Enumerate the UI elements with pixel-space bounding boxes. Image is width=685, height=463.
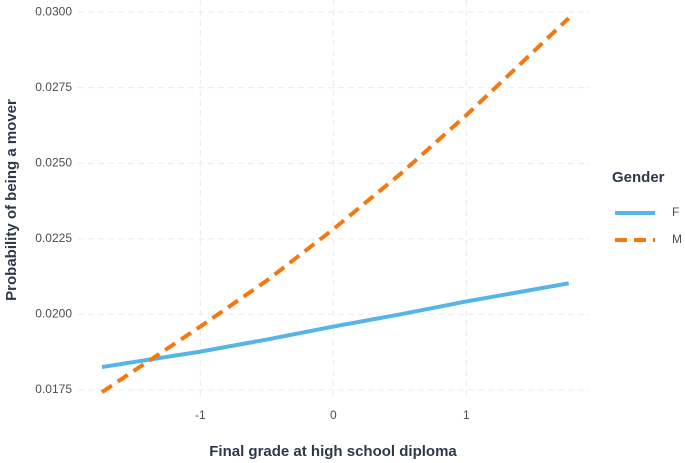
data-line: [101, 281, 570, 370]
y-tick-label: 0.0175: [35, 382, 72, 396]
y-tick-label: 0.0225: [35, 231, 72, 245]
data-line: [100, 16, 571, 394]
y-axis-title: Probability of being a mover: [3, 99, 20, 301]
y-tick-label: 0.0275: [35, 80, 72, 94]
legend-title: Gender: [612, 169, 665, 186]
legend-label: F: [672, 205, 679, 219]
y-tick-label: 0.0200: [35, 307, 72, 321]
x-tick-label: 1: [463, 408, 470, 422]
y-tick-label: 0.0250: [35, 155, 72, 169]
legend-label: M: [672, 232, 682, 246]
x-tick-label: -1: [195, 408, 206, 422]
y-tick-label: 0.0300: [35, 4, 72, 18]
x-tick-label: 0: [330, 408, 337, 422]
x-axis-title: Final grade at high school diploma: [209, 443, 457, 460]
